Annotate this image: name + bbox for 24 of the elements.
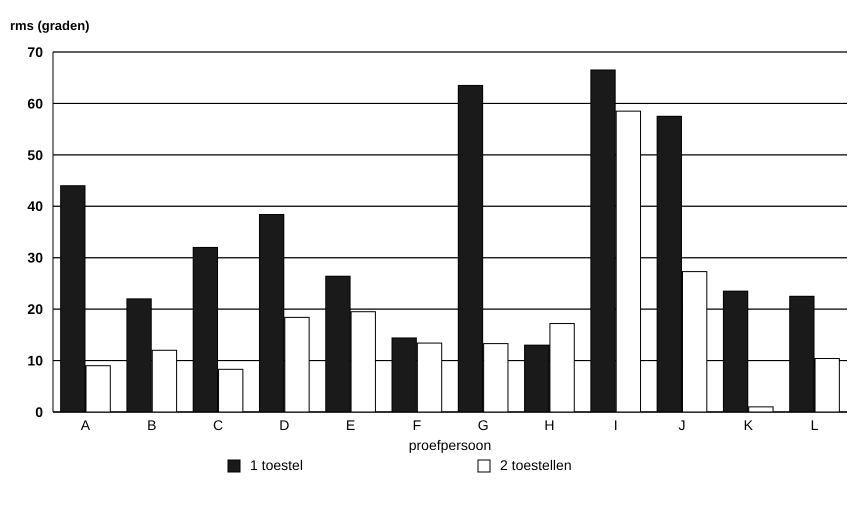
x-tick-label: D — [279, 417, 290, 433]
y-tick-label: 40 — [27, 198, 44, 214]
x-tick-label: I — [614, 417, 618, 433]
y-tick-label: 50 — [27, 146, 44, 163]
legend-label: 1 toestel — [250, 457, 303, 473]
y-axis-title: rms (graden) — [10, 18, 90, 33]
x-tick-label: F — [412, 417, 422, 433]
x-tick-label: K — [744, 417, 754, 433]
x-tick-label: B — [147, 417, 156, 433]
x-axis-title: proefpersoon — [408, 437, 492, 453]
x-tick-label: J — [678, 417, 686, 433]
x-tick-label: H — [544, 417, 554, 433]
y-tick-label: 30 — [27, 250, 44, 266]
y-tick-label: 0 — [35, 404, 44, 420]
x-tick-label: A — [80, 417, 91, 433]
x-tick-label: L — [810, 417, 819, 433]
y-tick-label: 20 — [27, 301, 44, 318]
y-tick-label: 70 — [27, 44, 44, 60]
y-tick-label: 60 — [27, 95, 44, 112]
legend-label: 2 toestellen — [500, 457, 572, 473]
x-tick-label: G — [478, 417, 489, 433]
x-tick-label: E — [346, 417, 356, 433]
y-tick-label: 10 — [27, 352, 44, 368]
x-tick-label: C — [212, 417, 224, 433]
